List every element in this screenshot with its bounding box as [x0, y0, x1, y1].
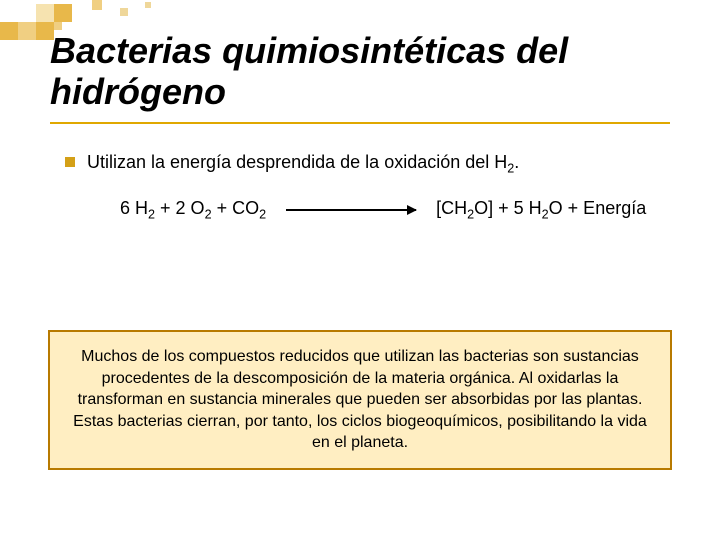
bullet-post: . — [514, 152, 519, 172]
reaction-arrow-icon — [286, 209, 416, 211]
decor-square — [92, 0, 102, 10]
bullet-square-icon — [65, 157, 75, 167]
decor-square — [0, 22, 18, 40]
equation-right: [CH2O] + 5 H2O + Energía — [436, 198, 646, 222]
subscript: 2 — [148, 208, 155, 222]
decor-square — [145, 2, 151, 8]
decor-square — [120, 8, 128, 16]
subscript: 2 — [467, 208, 474, 222]
equation-left: 6 H2 + 2 O2 + CO2 — [120, 198, 266, 222]
decor-square — [36, 4, 54, 22]
subscript: 2 — [259, 208, 266, 222]
title-underline — [50, 122, 670, 124]
info-box: Muchos de los compuestos reducidos que u… — [48, 330, 672, 470]
slide-title: Bacterias quimiosintéticas del hidrógeno — [50, 30, 670, 113]
chemical-equation: 6 H2 + 2 O2 + CO2 [CH2O] + 5 H2O + Energ… — [120, 198, 670, 222]
subscript: 2 — [205, 208, 212, 222]
decor-square — [18, 22, 36, 40]
bullet-row: Utilizan la energía desprendida de la ox… — [65, 152, 665, 176]
decor-square — [54, 22, 62, 30]
bullet-pre: Utilizan la energía desprendida de la ox… — [87, 152, 507, 172]
subscript: 2 — [542, 208, 549, 222]
decor-square — [54, 4, 72, 22]
bullet-text: Utilizan la energía desprendida de la ox… — [87, 152, 519, 176]
